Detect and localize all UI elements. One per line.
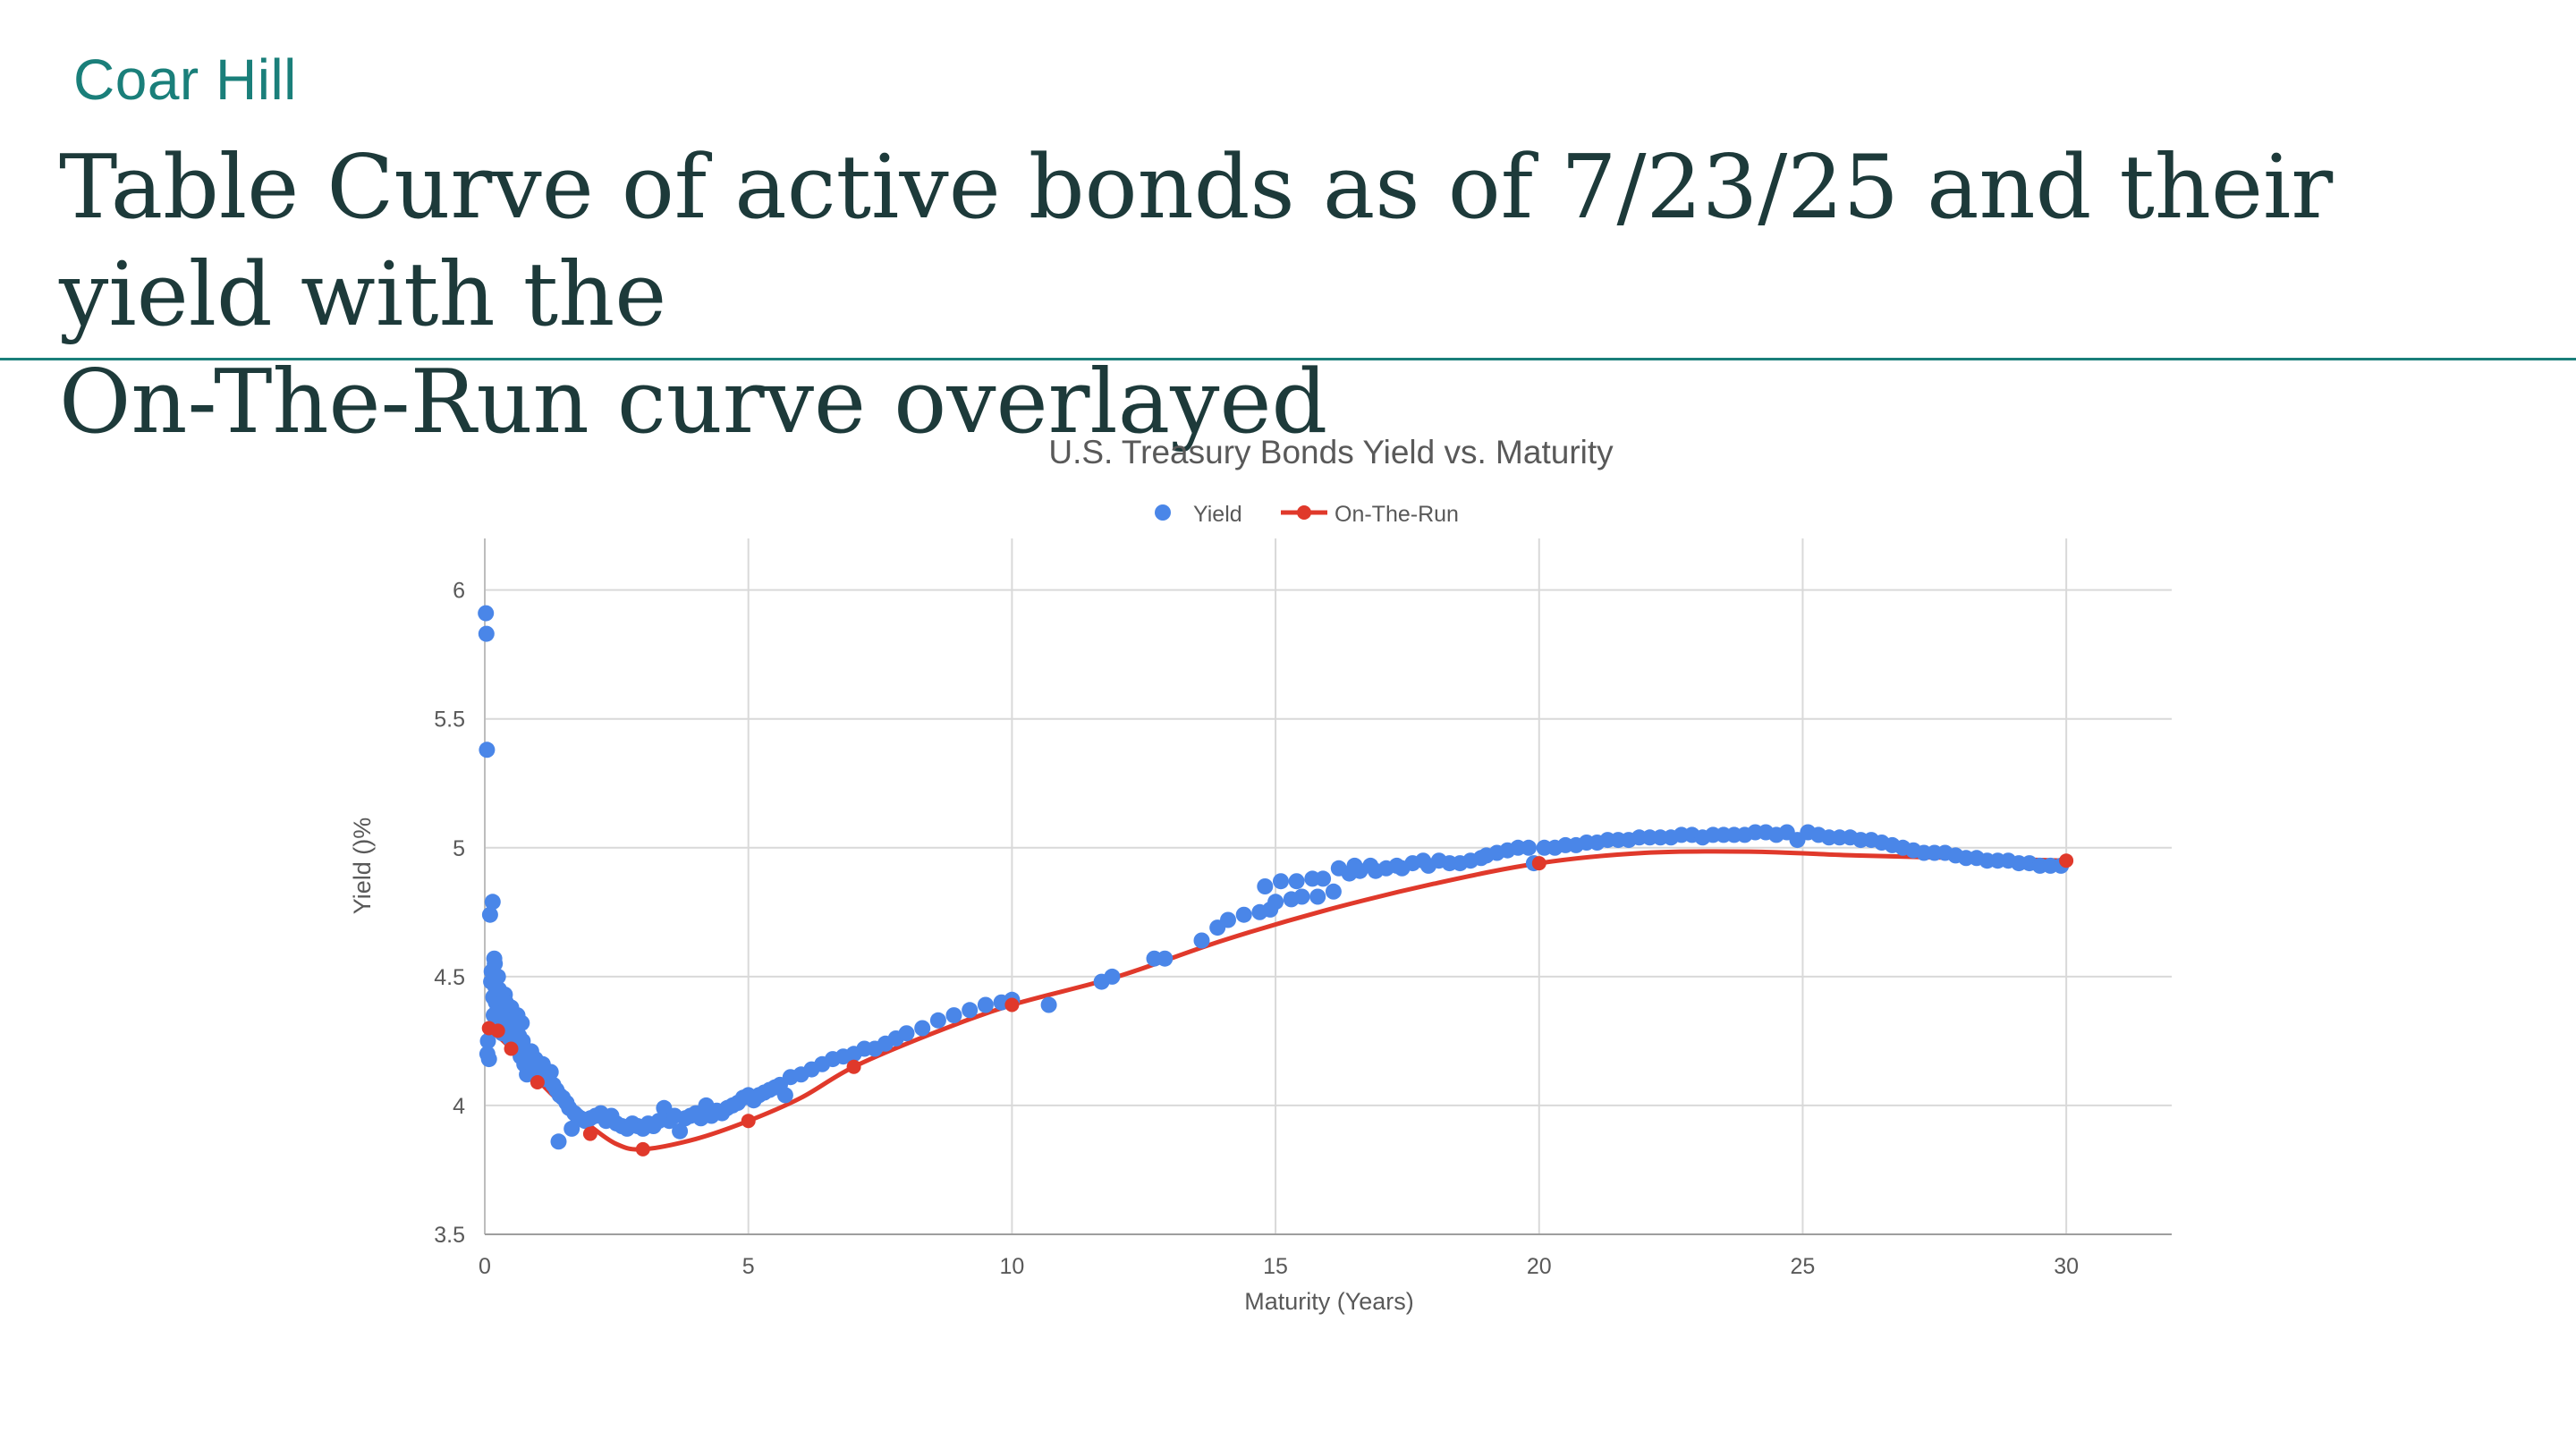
yield-point <box>672 1123 689 1140</box>
yield-point <box>1235 906 1252 923</box>
yield-point <box>1193 932 1210 949</box>
yield-point <box>564 1120 580 1137</box>
on-the-run-point <box>530 1075 545 1089</box>
x-tick-label: 0 <box>479 1254 491 1279</box>
slide-title: Table Curve of active bonds as of 7/23/2… <box>59 134 2546 456</box>
x-tick-label: 15 <box>1263 1254 1288 1279</box>
yield-point <box>478 625 495 642</box>
legend-yield-marker <box>1155 504 1171 521</box>
y-tick-label: 4 <box>453 1094 465 1119</box>
x-tick-label: 25 <box>1791 1254 1816 1279</box>
yield-point <box>1325 883 1342 900</box>
yield-point <box>489 968 506 985</box>
y-tick-label: 4.5 <box>434 965 465 990</box>
yield-point <box>478 605 495 622</box>
legend-on-the-run-marker <box>1297 505 1311 520</box>
yield-point <box>542 1063 559 1080</box>
x-tick-label: 20 <box>1527 1254 1552 1279</box>
yield-series <box>478 605 2070 1150</box>
chart-title: U.S. Treasury Bonds Yield vs. Maturity <box>1048 434 1614 470</box>
yield-point <box>479 1032 496 1049</box>
slide-title-line-2: On-The-Run curve overlayed <box>59 352 1328 453</box>
yield-point <box>1040 996 1057 1013</box>
y-tick-label: 3.5 <box>434 1223 465 1248</box>
y-tick-label: 5.5 <box>434 708 465 733</box>
yield-point <box>513 1014 530 1031</box>
on-the-run-point <box>635 1141 650 1157</box>
y-axis-label: Yield ()% <box>349 818 376 915</box>
yield-point <box>484 894 501 911</box>
yield-point <box>1267 894 1284 911</box>
yield-point <box>1521 839 1537 856</box>
yield-point <box>1273 873 1289 890</box>
yield-point <box>1220 911 1236 928</box>
yield-point <box>1157 950 1174 967</box>
yield-point <box>487 955 504 972</box>
yield-point <box>479 741 496 758</box>
yield-point <box>945 1007 962 1024</box>
on-the-run-markers <box>481 853 2074 1157</box>
yield-point <box>1288 873 1305 890</box>
slide-title-line-1: Table Curve of active bonds as of 7/23/2… <box>59 137 2334 346</box>
axes: 3.5 4 4.5 5 5.5 6 0 5 10 15 20 25 30 <box>434 538 2172 1279</box>
yield-point <box>1257 878 1274 894</box>
yield-point <box>962 1002 979 1019</box>
yield-point <box>1315 870 1332 887</box>
legend-on-the-run-label: On-The-Run <box>1335 502 1459 527</box>
y-tick-label: 5 <box>453 836 465 861</box>
on-the-run-point <box>1004 997 1020 1013</box>
yield-point <box>550 1133 567 1150</box>
on-the-run-curve <box>487 849 2067 1152</box>
yield-point <box>929 1012 946 1029</box>
on-the-run-point <box>504 1041 519 1056</box>
on-the-run-point <box>846 1059 861 1074</box>
chart-legend: Yield On-The-Run <box>1155 502 1459 527</box>
on-the-run-point <box>490 1023 505 1038</box>
legend-yield-label: Yield <box>1193 502 1242 527</box>
x-tick-label: 5 <box>742 1254 755 1279</box>
x-axis-label: Maturity (Years) <box>1244 1288 1414 1315</box>
title-divider <box>0 358 2576 360</box>
brand-name: Coar Hill <box>73 47 297 112</box>
yield-point <box>481 906 498 923</box>
yield-point <box>977 996 994 1013</box>
yield-point <box>776 1087 793 1104</box>
yield-point <box>1309 888 1326 905</box>
y-tick-label: 6 <box>453 579 465 604</box>
yield-point <box>1293 888 1310 905</box>
yield-point <box>480 1051 497 1068</box>
yield-point <box>898 1025 915 1042</box>
on-the-run-point <box>741 1114 756 1129</box>
x-tick-label: 10 <box>999 1254 1024 1279</box>
yield-point <box>1104 968 1121 985</box>
on-the-run-point <box>1531 856 1546 871</box>
on-the-run-series <box>487 849 2067 1152</box>
x-tick-label: 30 <box>2054 1254 2079 1279</box>
yield-point <box>914 1020 931 1037</box>
on-the-run-point <box>2059 853 2074 869</box>
on-the-run-point <box>582 1126 597 1141</box>
